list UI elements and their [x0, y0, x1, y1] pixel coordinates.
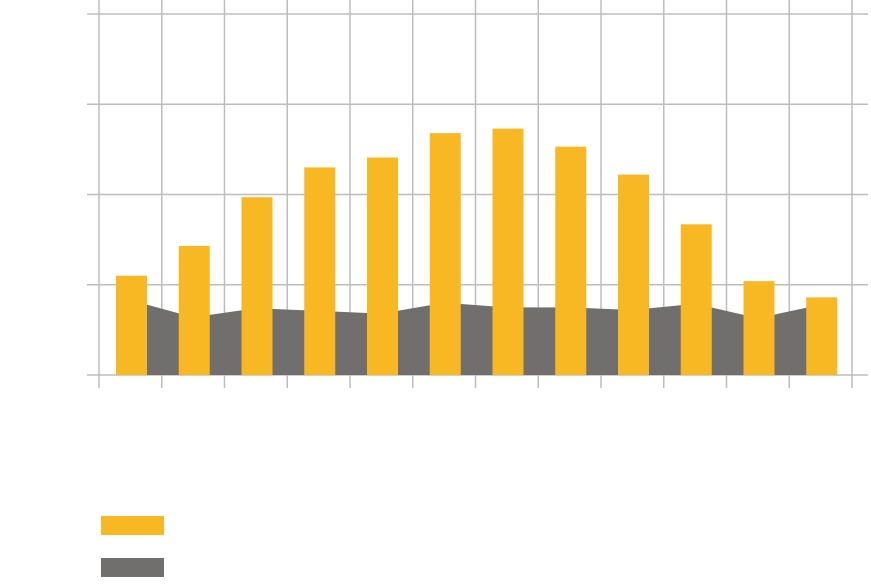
bar	[241, 197, 273, 375]
bar	[178, 245, 210, 375]
bar	[806, 297, 838, 375]
legend-swatch-area	[101, 558, 164, 577]
bar	[618, 174, 649, 375]
area-fill	[130, 300, 821, 375]
bar-series	[116, 128, 838, 375]
bar	[429, 133, 461, 375]
bar	[680, 224, 712, 375]
area-series	[130, 300, 821, 375]
legend-swatch-bar	[101, 516, 164, 535]
bar	[304, 167, 336, 375]
bar	[116, 275, 147, 375]
bar	[492, 128, 524, 375]
bar	[367, 157, 398, 375]
bar	[743, 281, 775, 375]
bar	[555, 146, 587, 375]
legend	[101, 516, 164, 577]
